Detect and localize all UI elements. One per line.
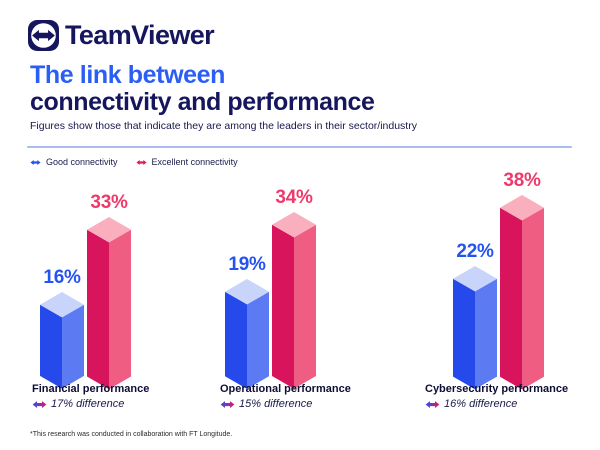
page-title-line1: The link between — [30, 61, 226, 89]
category-label-cybersecurity-performance: Cybersecurity performance — [425, 383, 569, 395]
value-label-operational-performance-excellent-connectivity: 34% — [275, 187, 313, 209]
category-label-financial-performance: Financial performance — [32, 383, 150, 395]
difference-label: 15% difference — [239, 398, 313, 410]
teamviewer-logo: TeamViewer — [28, 20, 215, 51]
bar-operational-performance-excellent-connectivity — [272, 212, 316, 389]
legend-label: Excellent connectivity — [151, 157, 238, 167]
difference-row-financial-performance: 17% difference — [32, 398, 124, 410]
legend-item-excellent-connectivity: Excellent connectivity — [136, 157, 238, 167]
divider-line — [27, 146, 572, 148]
page-subtitle: Figures show those that indicate they ar… — [30, 120, 417, 132]
legend-label: Good connectivity — [46, 157, 118, 167]
page-title: The link between connectivity and perfor… — [30, 61, 375, 116]
bar-operational-performance-good-connectivity — [225, 279, 269, 389]
double-arrow-icon — [136, 159, 147, 165]
teamviewer-logo-icon — [28, 20, 59, 51]
bar-financial-performance-good-connectivity — [40, 292, 84, 389]
category-label-operational-performance: Operational performance — [220, 383, 351, 395]
gradient-double-arrow-icon — [32, 400, 47, 408]
value-label-cybersecurity-performance-excellent-connectivity: 38% — [503, 169, 541, 191]
value-label-operational-performance-good-connectivity: 19% — [228, 254, 266, 276]
value-label-financial-performance-excellent-connectivity: 33% — [90, 191, 128, 213]
bar-financial-performance-excellent-connectivity — [87, 216, 131, 389]
difference-label: 16% difference — [444, 398, 518, 410]
chart-legend: Good connectivity Excellent connectivity — [30, 157, 238, 167]
bar-cybersecurity-performance-good-connectivity — [453, 265, 497, 389]
legend-item-good-connectivity: Good connectivity — [30, 157, 118, 167]
gradient-double-arrow-icon — [220, 400, 235, 408]
bar-cybersecurity-performance-excellent-connectivity — [500, 194, 544, 389]
footnote: *This research was conducted in collabor… — [30, 431, 233, 438]
double-arrow-icon — [30, 159, 41, 165]
page-title-line2: connectivity and performance — [30, 88, 375, 116]
difference-row-cybersecurity-performance: 16% difference — [425, 398, 517, 410]
difference-label: 17% difference — [51, 398, 125, 410]
difference-row-operational-performance: 15% difference — [220, 398, 312, 410]
value-label-financial-performance-good-connectivity: 16% — [43, 267, 81, 289]
value-label-cybersecurity-performance-good-connectivity: 22% — [456, 240, 494, 262]
teamviewer-wordmark: TeamViewer — [65, 20, 215, 50]
gradient-double-arrow-icon — [425, 400, 440, 408]
